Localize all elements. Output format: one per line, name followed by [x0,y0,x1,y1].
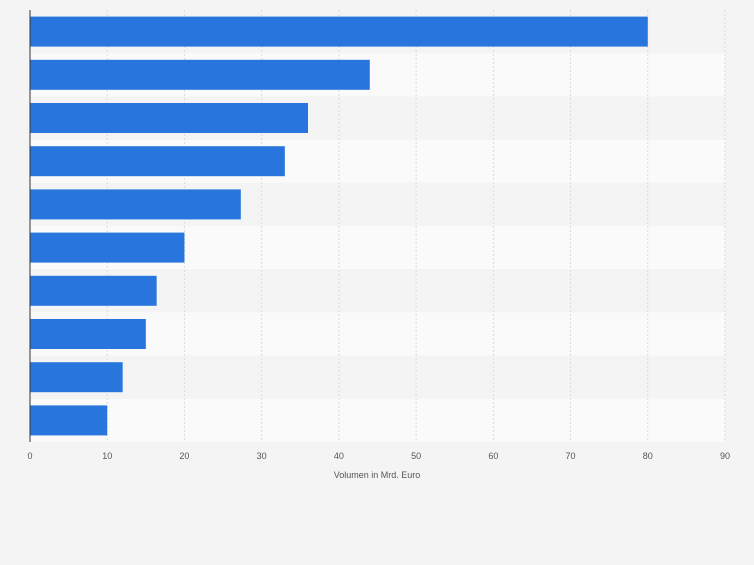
bar[interactable] [30,362,123,393]
row-band [30,398,725,442]
bar[interactable] [30,16,648,47]
row-band [30,355,725,399]
x-tick-label: 40 [334,451,344,461]
bar[interactable] [30,146,285,177]
x-tick-label: 80 [643,451,653,461]
x-axis-title: Volumen in Mrd. Euro [334,470,421,480]
x-tick-label: 70 [566,451,576,461]
bar[interactable] [30,232,185,263]
x-tick-label: 20 [179,451,189,461]
bar[interactable] [30,319,146,349]
bar[interactable] [30,189,241,220]
bars [30,16,648,436]
bar[interactable] [30,59,370,90]
x-tick-label: 60 [488,451,498,461]
bar[interactable] [30,275,157,306]
x-tick-label: 10 [102,451,112,461]
bar[interactable] [30,405,108,436]
bar[interactable] [30,103,308,133]
x-tick-label: 30 [257,451,267,461]
x-axis-ticks: 0 10 20 30 40 50 60 70 80 90 [27,451,730,461]
x-tick-label: 50 [411,451,421,461]
x-tick-label: 90 [720,451,730,461]
x-tick-label: 0 [27,451,32,461]
